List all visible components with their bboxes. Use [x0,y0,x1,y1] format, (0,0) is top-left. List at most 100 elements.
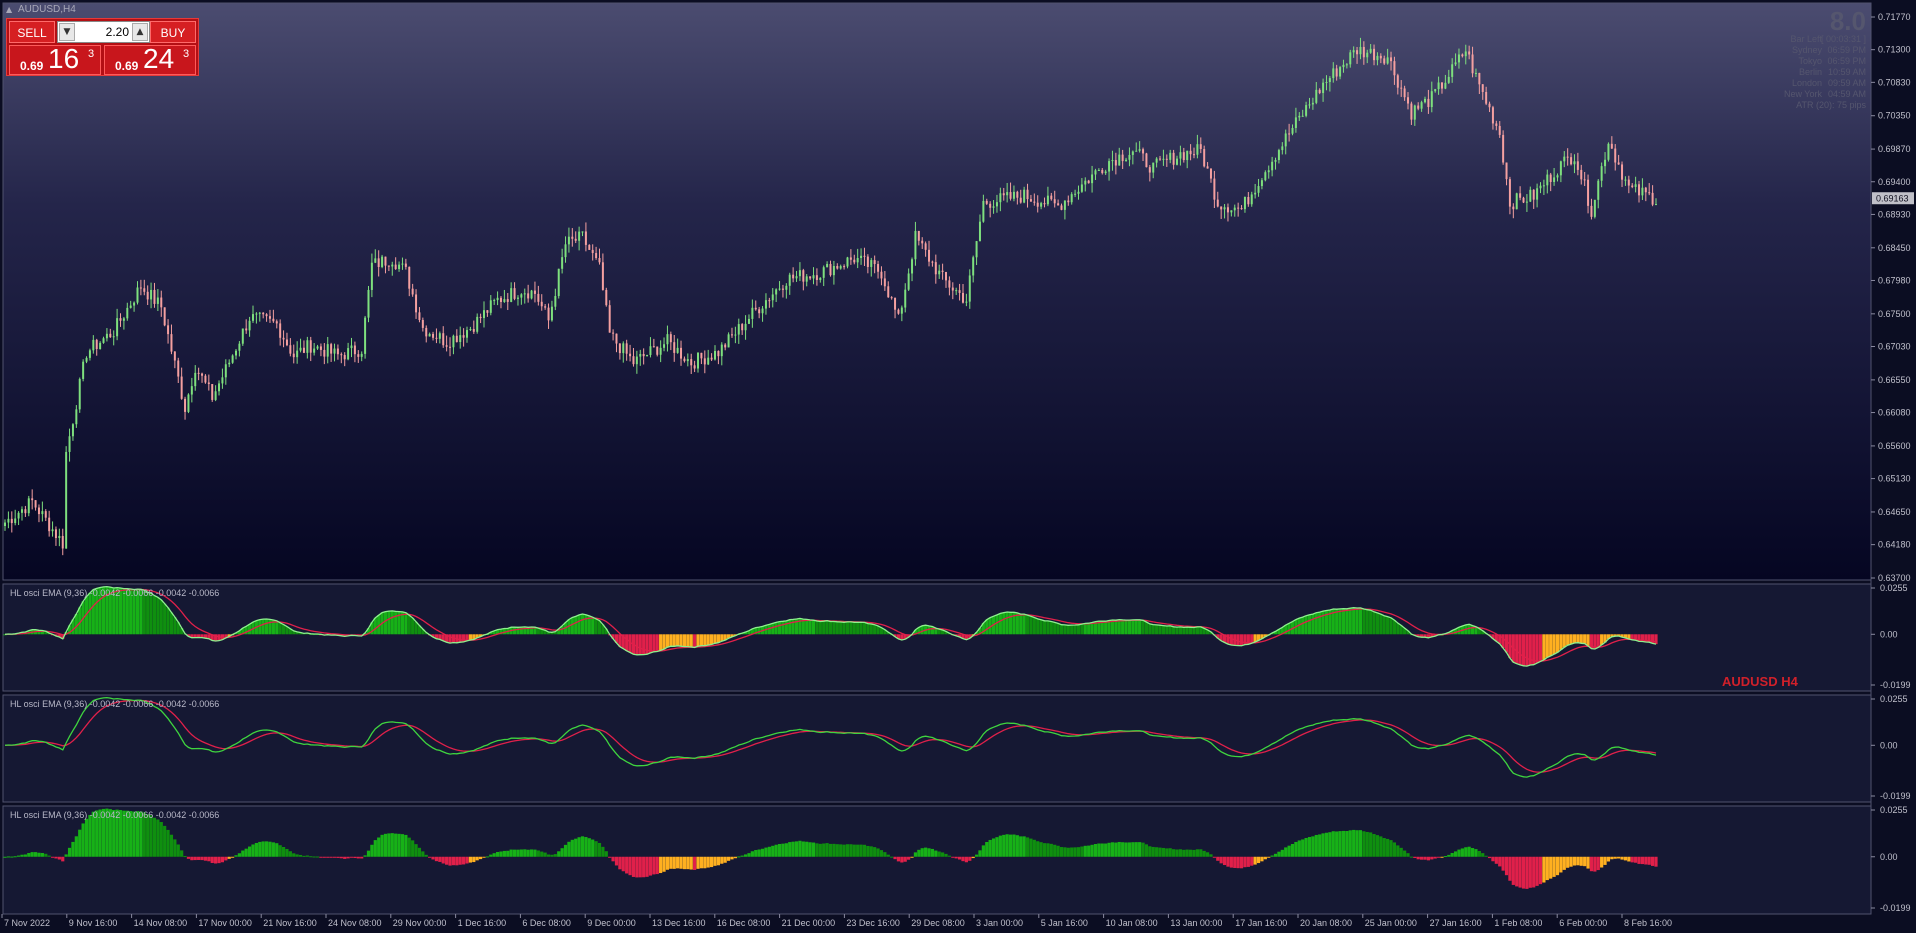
osc-bar [159,822,163,857]
candle-body [578,231,581,241]
osc-bar [614,634,619,643]
candle-body [1373,48,1376,61]
osc-bar [1121,842,1125,857]
lot-size-input[interactable] [76,24,131,40]
buy-price-button[interactable]: 0.69 24 3 [104,43,196,75]
candle-body [764,300,767,309]
osc-bar [798,618,802,635]
osc-bar [1586,856,1590,869]
candle-body [401,263,404,265]
osc-bar [146,592,150,635]
osc-bar [1301,839,1305,857]
candle-body [652,346,655,348]
osc-bar [710,856,714,868]
candle-body [914,230,917,260]
candle-body [1339,67,1342,77]
osc-bar [499,629,503,635]
osc-bar [805,841,809,857]
osc-bar [1487,856,1492,859]
osc-bar [349,856,354,858]
osc-bar [1042,620,1047,635]
osc-bar [1321,833,1325,857]
osc-bar [176,844,180,857]
osc-bar [574,616,578,635]
main-chart-area[interactable] [2,2,1872,581]
candle-body [1179,152,1182,159]
sell-button[interactable]: SELL [9,21,55,43]
osc-bar [1263,634,1267,637]
candle-body [1023,189,1026,203]
candle-body [340,354,343,356]
lot-decrease-button[interactable]: ▼ [59,23,75,41]
osc-bar [1369,610,1373,635]
candle-body [435,337,438,339]
candle-body [482,310,485,319]
candle-body [520,294,523,298]
osc-bar [546,632,551,635]
osc-bar [621,634,625,649]
indicator-panel-2[interactable] [2,694,1872,803]
osc-bar [642,856,646,878]
sell-price-button[interactable]: 0.69 16 3 [9,43,101,75]
osc-bar [920,848,924,857]
candle-body [65,451,68,549]
osc-bar [247,624,252,635]
candle-body [1638,184,1641,196]
candle-body [92,339,95,351]
osc-bar [44,631,48,635]
candle-body [1597,180,1600,200]
osc-bar [866,623,870,635]
osc-bar [1430,856,1434,860]
osc-bar [1498,856,1502,867]
candle-body [1325,82,1328,84]
candle-body [717,350,720,357]
candle-body [1607,143,1610,160]
osc-bar [601,846,605,857]
osc-bar [961,856,965,862]
osc-bar [862,844,867,857]
osc-bar [1338,831,1342,857]
candle-body [1631,185,1634,187]
time-tick-label: 24 Nov 08:00 [328,918,382,928]
osc-bar [1579,856,1583,866]
osc-bar [434,634,439,639]
osc-bar [676,856,680,869]
osc-bar [1104,621,1108,635]
osc-bar [1172,626,1176,635]
osc-bar [604,628,608,635]
osc-bar [529,849,534,857]
osc-bar [377,615,381,635]
osc-bar [129,811,133,857]
candle-body [554,296,557,307]
osc-bar [1124,620,1128,635]
osc-bar [74,836,78,857]
candle-body [387,265,390,267]
buy-button[interactable]: BUY [150,21,196,43]
time-tick-label: 6 Dec 08:00 [522,918,571,928]
candle-body [1315,89,1318,103]
osc-bar [1260,856,1264,862]
candle-body [618,343,621,354]
osc-bar [237,630,242,635]
osc-bar [220,856,225,863]
candle-body [1199,144,1202,150]
price-axis: 0.71770 0.71300 0.70830 0.70350 0.69870 0.694… [1871,12,1914,583]
lot-increase-button[interactable]: ▲ [132,23,148,41]
osc-bar [1294,841,1298,857]
osc-bar [1100,843,1104,857]
candle-body [503,299,506,302]
candle-body [1284,133,1287,147]
candle-body [1298,115,1301,118]
osc-bar [118,587,123,635]
osc-bar [1457,849,1461,857]
panel-1-label: HL osci EMA (9,36) -0.0042 -0.0066 -0.00… [10,588,219,598]
osc-bar [635,856,639,878]
osc-bar [635,634,639,655]
osc-bar [723,634,727,641]
candle-body [1525,201,1528,203]
osc-bar [1470,625,1475,635]
candle-body [1359,46,1362,55]
osc-bar [1318,612,1322,635]
osc-bar [16,855,21,857]
